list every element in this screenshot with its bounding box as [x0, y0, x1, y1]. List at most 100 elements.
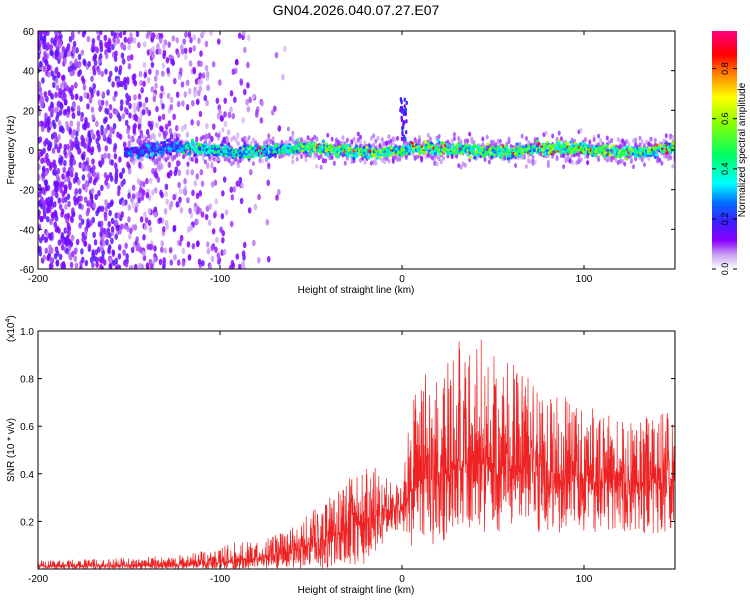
- heat-cell: [306, 135, 310, 141]
- heat-cell: [103, 214, 108, 222]
- heat-cell: [267, 162, 271, 168]
- heat-cell: [195, 137, 199, 143]
- heat-cell: [60, 181, 65, 188]
- heat-cell: [283, 45, 287, 53]
- heat-cell: [580, 142, 585, 146]
- heat-cell: [169, 259, 174, 266]
- heat-cell: [93, 59, 98, 67]
- heat-cell: [569, 140, 573, 144]
- heat-cell: [160, 126, 164, 133]
- heat-cell: [149, 263, 154, 269]
- heat-cell: [41, 96, 45, 103]
- heat-cell: [72, 177, 77, 184]
- heat-cell: [142, 146, 146, 150]
- heat-cell: [196, 240, 200, 248]
- heat-cell: [497, 151, 502, 155]
- heat-cell: [387, 158, 391, 164]
- heat-cell: [195, 98, 200, 106]
- heat-cell: [153, 211, 158, 218]
- heat-cell: [191, 189, 195, 197]
- heat-cell: [152, 133, 157, 141]
- heat-cell: [59, 101, 64, 109]
- heat-cell: [229, 90, 234, 97]
- heat-cell: [162, 263, 166, 269]
- heat-cell: [138, 137, 142, 143]
- heat-cell: [131, 184, 136, 191]
- heat-cell: [640, 157, 644, 163]
- colorbar-label: Normalized spectral amplitude: [737, 82, 748, 217]
- heat-cell: [54, 68, 58, 75]
- heat-cell: [61, 173, 65, 180]
- heat-cell: [186, 141, 190, 145]
- heat-cell: [435, 161, 439, 167]
- heat-cell: [47, 71, 51, 78]
- heat-cell: [45, 95, 49, 103]
- heat-cell: [208, 140, 212, 146]
- heat-cell: [230, 194, 235, 201]
- heat-cell: [369, 154, 374, 158]
- heat-cell: [359, 134, 363, 140]
- heat-cell: [89, 88, 94, 95]
- heat-cell: [524, 136, 528, 142]
- heat-cell: [147, 219, 152, 227]
- heat-cell: [660, 160, 664, 166]
- heat-cell: [234, 137, 238, 143]
- heat-cell: [446, 145, 451, 149]
- heat-cell: [197, 78, 202, 86]
- heat-cell: [127, 134, 131, 140]
- heat-cell: [208, 203, 213, 210]
- heat-cell: [189, 37, 193, 44]
- heat-cell: [86, 35, 91, 43]
- heat-cell: [60, 231, 65, 239]
- heat-cell: [54, 246, 59, 253]
- heat-cell: [57, 31, 62, 35]
- heat-cell: [566, 151, 570, 157]
- heat-cell: [168, 152, 173, 156]
- heat-cell: [385, 153, 390, 158]
- heat-cell: [124, 119, 129, 127]
- heat-cell: [92, 171, 97, 178]
- snr-y-label: SNR (10 * v/v): [6, 418, 17, 482]
- heat-cell: [496, 139, 500, 145]
- heat-cell: [57, 133, 61, 141]
- heat-cell: [97, 134, 101, 141]
- heat-cell: [75, 238, 80, 246]
- heat-cell: [655, 143, 659, 147]
- heat-cell: [300, 154, 304, 160]
- heat-cell: [78, 214, 82, 221]
- heat-cell: [60, 211, 64, 218]
- heat-cell: [192, 34, 197, 41]
- heat-cell: [80, 134, 84, 142]
- heat-cell: [176, 259, 181, 266]
- heat-cell: [265, 218, 270, 226]
- heat-cell: [180, 44, 184, 51]
- heat-cell: [72, 47, 76, 55]
- heat-cell: [201, 31, 206, 36]
- heat-cell: [98, 53, 103, 60]
- heat-cell: [640, 139, 644, 145]
- heat-cell: [185, 168, 190, 176]
- heat-cell: [175, 91, 180, 98]
- heat-cell: [546, 163, 550, 169]
- heat-cell: [601, 144, 605, 148]
- heat-cell: [304, 157, 308, 163]
- heat-cell: [618, 154, 623, 158]
- heat-cell: [201, 72, 206, 79]
- colorbar-tick-label: 0.0: [720, 263, 730, 276]
- heat-cell: [219, 153, 224, 157]
- heat-cell: [38, 237, 43, 244]
- heat-cell: [181, 247, 186, 255]
- heat-cell: [155, 122, 159, 129]
- heat-cell: [104, 199, 108, 206]
- heat-cell: [107, 152, 111, 160]
- heat-cell: [182, 140, 186, 146]
- heat-cell: [583, 142, 588, 147]
- heat-cell: [61, 74, 65, 82]
- heat-cell: [53, 209, 58, 217]
- heat-cell: [100, 257, 104, 264]
- heat-cell: [61, 197, 65, 204]
- heat-cell: [120, 52, 125, 59]
- heat-cell: [123, 223, 127, 230]
- heat-cell: [403, 104, 406, 109]
- heat-cell: [655, 153, 659, 157]
